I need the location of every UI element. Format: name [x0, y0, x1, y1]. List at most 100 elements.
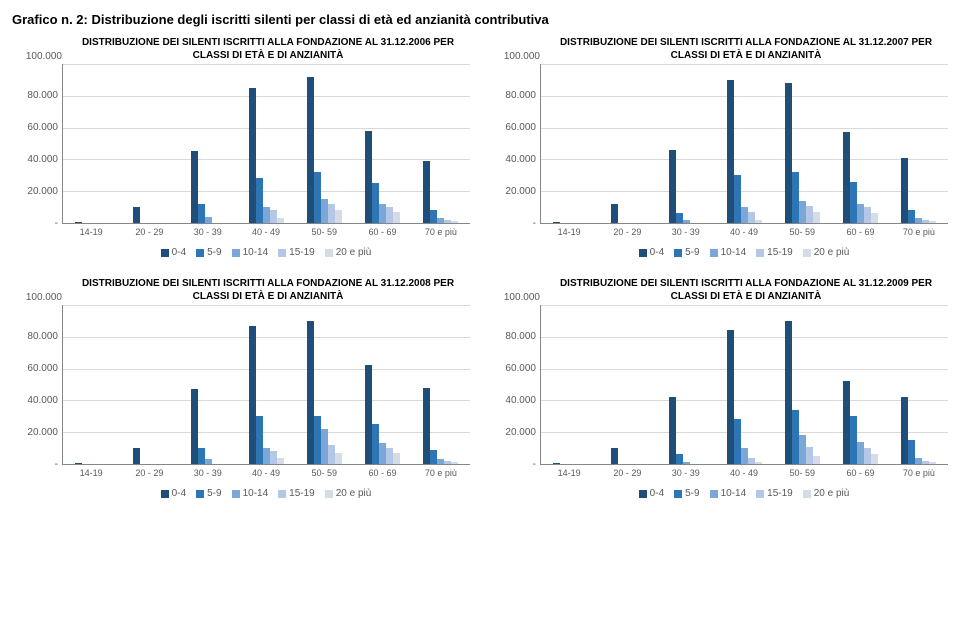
bar	[748, 458, 755, 464]
legend-item: 0-4	[639, 247, 664, 258]
bar-group	[191, 305, 226, 464]
legend-label: 10-14	[243, 488, 269, 499]
y-axis: 80.00060.00040.00020.000-	[12, 305, 62, 465]
legend-label: 0-4	[650, 488, 664, 499]
x-tick: 40 - 49	[237, 224, 295, 237]
legend: 0-45-910-1415-1920 e più	[62, 488, 470, 499]
bar	[813, 212, 820, 223]
y-tick: 100.000	[12, 51, 66, 62]
bar	[864, 448, 871, 464]
bar	[451, 221, 458, 223]
bar	[676, 454, 683, 464]
y-tick: 100.000	[490, 51, 544, 62]
legend-item: 10-14	[232, 247, 269, 258]
bar	[799, 201, 806, 223]
chart-title: DISTRIBUZIONE DEI SILENTI ISCRITTI ALLA …	[544, 37, 948, 62]
legend-label: 5-9	[207, 488, 221, 499]
x-tick: 60 - 69	[353, 224, 411, 237]
x-axis: 14-1920 - 2930 - 3940 - 4950- 5960 - 697…	[62, 465, 470, 478]
chart-title: DISTRIBUZIONE DEI SILENTI ISCRITTI ALLA …	[66, 37, 470, 62]
bar	[857, 442, 864, 464]
x-axis: 14-1920 - 2930 - 3940 - 4950- 5960 - 697…	[62, 224, 470, 237]
plot-area	[540, 64, 948, 224]
bar	[755, 220, 762, 223]
bar-group	[133, 305, 168, 464]
y-axis: 80.00060.00040.00020.000-	[12, 64, 62, 224]
bar	[365, 131, 372, 223]
bar	[748, 212, 755, 223]
bar	[270, 210, 277, 223]
x-tick: 20 - 29	[598, 465, 656, 478]
legend-item: 10-14	[710, 488, 747, 499]
bar	[806, 206, 813, 223]
bar	[328, 445, 335, 464]
chart-title: DISTRIBUZIONE DEI SILENTI ISCRITTI ALLA …	[66, 278, 470, 303]
legend-label: 15-19	[289, 488, 315, 499]
bar	[929, 462, 936, 464]
bar	[335, 210, 342, 223]
bar-group	[249, 64, 284, 223]
x-tick: 50- 59	[295, 465, 353, 478]
legend-item: 0-4	[161, 247, 186, 258]
bar	[741, 207, 748, 223]
bar	[75, 463, 82, 464]
legend-label: 10-14	[721, 488, 747, 499]
bar	[806, 447, 813, 464]
bar	[922, 220, 929, 223]
legend-label: 10-14	[721, 247, 747, 258]
legend-item: 5-9	[674, 247, 699, 258]
bar	[857, 204, 864, 223]
legend-item: 15-19	[756, 488, 793, 499]
x-axis: 14-1920 - 2930 - 3940 - 4950- 5960 - 697…	[540, 224, 948, 237]
bar	[423, 388, 430, 464]
bar	[611, 448, 618, 464]
bar-group	[365, 64, 400, 223]
legend-swatch	[639, 490, 647, 498]
bar	[307, 77, 314, 223]
x-tick: 40 - 49	[715, 224, 773, 237]
bar	[263, 448, 270, 464]
bar	[785, 83, 792, 223]
bar	[249, 88, 256, 223]
bar	[379, 204, 386, 223]
x-tick: 14-19	[540, 224, 598, 237]
bar-group	[611, 64, 646, 223]
y-axis: 80.00060.00040.00020.000-	[490, 305, 540, 465]
x-tick: 60 - 69	[831, 224, 889, 237]
bar	[741, 448, 748, 464]
bar	[683, 220, 690, 223]
bar	[335, 453, 342, 464]
legend: 0-45-910-1415-1920 e più	[540, 247, 948, 258]
bar	[379, 443, 386, 464]
bar	[843, 381, 850, 464]
bar	[393, 212, 400, 223]
plot-area	[62, 305, 470, 465]
legend: 0-45-910-1415-1920 e più	[62, 247, 470, 258]
bar	[249, 326, 256, 464]
legend-item: 5-9	[196, 247, 221, 258]
bar	[314, 172, 321, 223]
bar-group	[423, 305, 458, 464]
x-tick: 30 - 39	[179, 224, 237, 237]
legend-swatch	[674, 490, 682, 498]
bar	[307, 321, 314, 464]
x-tick: 40 - 49	[237, 465, 295, 478]
y-tick: 100.000	[490, 292, 544, 303]
legend-swatch	[278, 490, 286, 498]
legend-item: 20 e più	[325, 488, 372, 499]
x-tick: 30 - 39	[657, 465, 715, 478]
plot-area	[62, 64, 470, 224]
legend-item: 20 e più	[803, 247, 850, 258]
bar	[205, 459, 212, 464]
y-axis: 80.00060.00040.00020.000-	[490, 64, 540, 224]
bar	[75, 222, 82, 223]
chart-panel: 100.000DISTRIBUZIONE DEI SILENTI ISCRITT…	[490, 37, 948, 258]
bar	[444, 220, 451, 223]
bar	[430, 210, 437, 223]
bar-group	[75, 64, 110, 223]
chart-title: DISTRIBUZIONE DEI SILENTI ISCRITTI ALLA …	[544, 278, 948, 303]
bar	[198, 204, 205, 223]
legend-swatch	[710, 249, 718, 257]
legend-item: 15-19	[278, 247, 315, 258]
legend-swatch	[756, 490, 764, 498]
